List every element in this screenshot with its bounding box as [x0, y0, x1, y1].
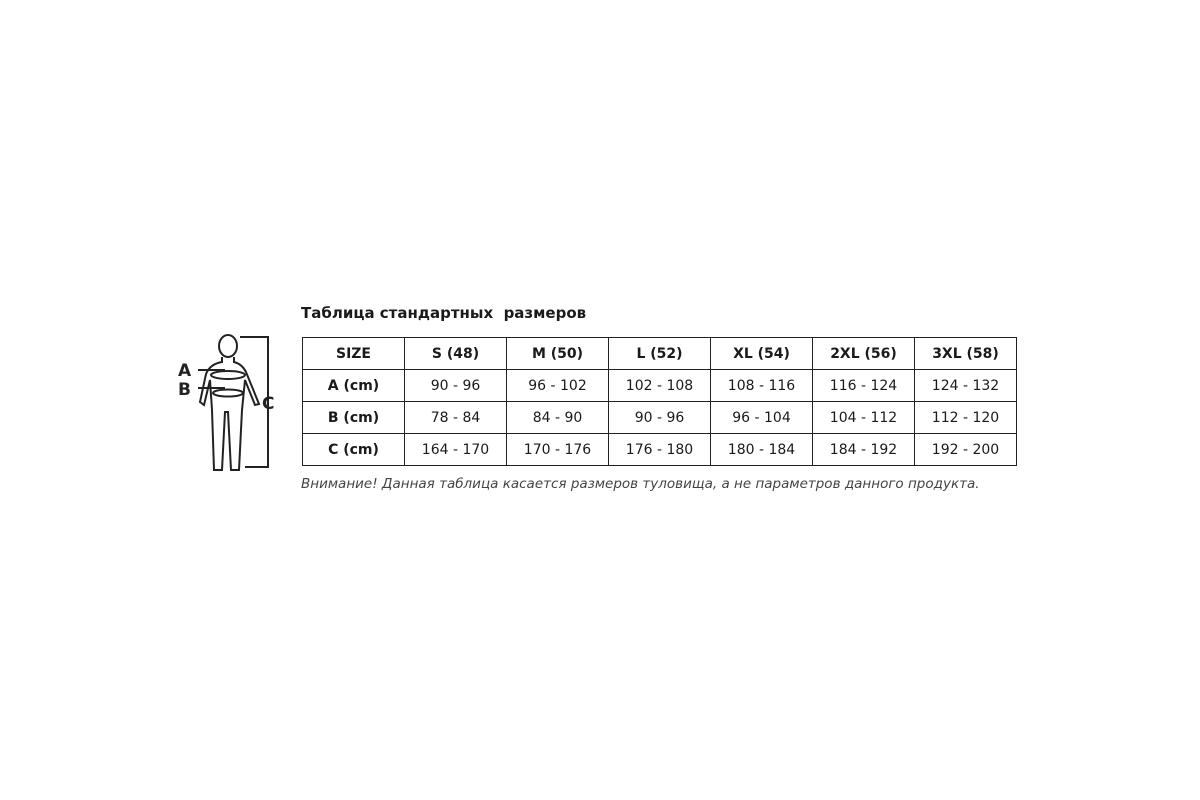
row-label: B (cm) [302, 401, 405, 434]
table-cell: 104 - 112 [812, 401, 915, 434]
table-cell: 192 - 200 [914, 433, 1017, 466]
label-b: B [178, 380, 191, 400]
table-cell: 102 - 108 [608, 369, 711, 402]
header-cell: SIZE [302, 337, 405, 370]
header-cell: L (52) [608, 337, 711, 370]
table-cell: 78 - 84 [404, 401, 507, 434]
body-measurement-figure-icon: A B C [178, 334, 274, 471]
header-cell: S (48) [404, 337, 507, 370]
table-header-row: SIZE S (48) M (50) L (52) XL (54) 2XL (5… [302, 337, 1017, 370]
table-cell: 84 - 90 [506, 401, 609, 434]
table-cell: 96 - 102 [506, 369, 609, 402]
label-c: C [262, 394, 274, 414]
header-cell: 2XL (56) [812, 337, 915, 370]
table-cell: 112 - 120 [914, 401, 1017, 434]
header-cell: XL (54) [710, 337, 813, 370]
table-cell: 108 - 116 [710, 369, 813, 402]
table-cell: 176 - 180 [608, 433, 711, 466]
table-cell: 90 - 96 [404, 369, 507, 402]
label-a: A [178, 361, 192, 381]
table-cell: 116 - 124 [812, 369, 915, 402]
row-label: C (cm) [302, 433, 405, 466]
table-row: A (cm) 90 - 96 96 - 102 102 - 108 108 - … [302, 369, 1017, 402]
table-cell: 170 - 176 [506, 433, 609, 466]
table-row: C (cm) 164 - 170 170 - 176 176 - 180 180… [302, 433, 1017, 466]
row-label: A (cm) [302, 369, 405, 402]
table-cell: 164 - 170 [404, 433, 507, 466]
disclaimer-note: Внимание! Данная таблица касается размер… [301, 476, 980, 492]
page-title: Таблица стандартных размеров [301, 304, 587, 322]
size-table: SIZE S (48) M (50) L (52) XL (54) 2XL (5… [302, 337, 1017, 466]
table-row: B (cm) 78 - 84 84 - 90 90 - 96 96 - 104 … [302, 401, 1017, 434]
header-cell: M (50) [506, 337, 609, 370]
table-cell: 90 - 96 [608, 401, 711, 434]
header-cell: 3XL (58) [914, 337, 1017, 370]
table-cell: 96 - 104 [710, 401, 813, 434]
table-cell: 124 - 132 [914, 369, 1017, 402]
table-cell: 184 - 192 [812, 433, 915, 466]
table-cell: 180 - 184 [710, 433, 813, 466]
